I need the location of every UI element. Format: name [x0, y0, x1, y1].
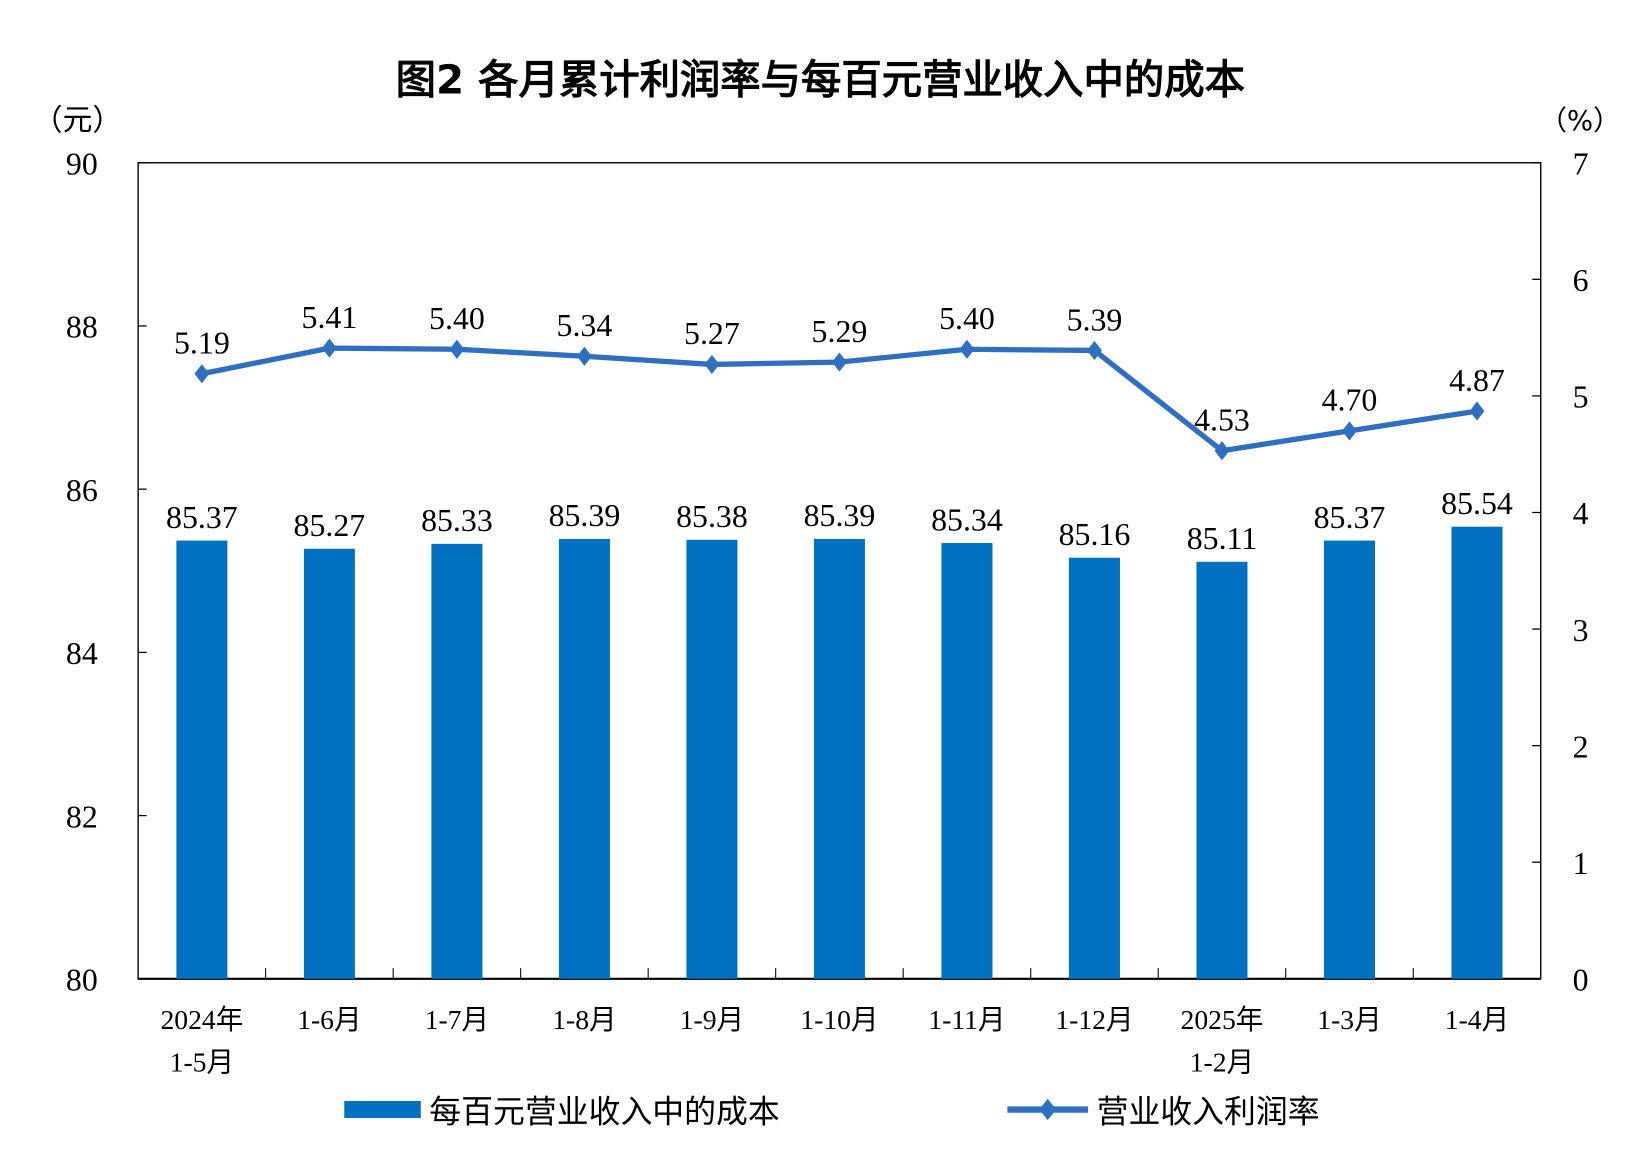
legend-bar-swatch [344, 1101, 421, 1119]
line-diamond-marker [704, 354, 720, 374]
x-axis-category-label: 1-10月 [800, 1004, 878, 1035]
line-data-label: 5.40 [939, 301, 995, 336]
line-data-label: 4.87 [1449, 363, 1505, 398]
bar-data-label: 85.34 [931, 502, 1003, 537]
x-axis-category-label: 1-11月 [928, 1004, 1005, 1035]
bar-data-label: 85.39 [804, 498, 876, 533]
bar-data-label: 85.11 [1187, 521, 1258, 556]
legend-diamond-marker [1039, 1098, 1057, 1121]
bar [1068, 557, 1120, 979]
bar-data-label: 85.37 [166, 500, 238, 535]
left-axis-tick-label: 80 [66, 962, 98, 997]
line-data-label: 5.39 [1067, 302, 1123, 337]
x-axis-category-label: 1-2月 [1190, 1046, 1254, 1077]
left-axis-tick-label: 88 [66, 310, 98, 345]
line-diamond-marker [832, 352, 847, 372]
line-data-label: 4.70 [1322, 383, 1378, 418]
legend: 每百元营业收入中的成本 营业收入利润率 [344, 1092, 1320, 1130]
line-diamond-marker [449, 339, 465, 359]
x-axis-category-label: 1-12月 [1055, 1004, 1133, 1035]
right-axis-tick-label: 7 [1573, 146, 1589, 181]
bar-data-label: 85.16 [1059, 517, 1131, 552]
line-data-label: 4.53 [1194, 403, 1250, 438]
bar-data-label: 85.54 [1441, 486, 1513, 521]
x-axis-category-label: 1-5月 [170, 1046, 234, 1077]
line-diamond-marker [1087, 340, 1102, 361]
x-axis-category-label: 1-8月 [552, 1004, 616, 1035]
x-axis-category-label: 1-9月 [680, 1004, 744, 1035]
line-data-label: 5.41 [302, 300, 358, 335]
line-diamond-marker [1214, 441, 1230, 461]
bar-data-label: 85.27 [294, 508, 366, 543]
legend-line-label: 营业收入利润率 [1097, 1092, 1320, 1130]
line-diamond-marker [194, 364, 210, 384]
bar-data-label: 85.39 [549, 498, 621, 533]
bar [1196, 561, 1248, 979]
line-data-label: 5.27 [684, 316, 740, 351]
line-data-label: 5.34 [557, 308, 613, 343]
left-axis-tick-label: 90 [66, 146, 98, 181]
x-axis-category-label: 1-7月 [425, 1004, 489, 1035]
x-axis-category-label: 1-6月 [297, 1004, 361, 1035]
left-axis-unit: （元） [33, 103, 122, 138]
line-diamond-marker [576, 346, 592, 366]
x-axis-category-label: 1-4月 [1445, 1004, 1509, 1035]
line-data-label: 5.29 [812, 314, 868, 349]
right-axis-tick-label: 6 [1573, 263, 1589, 298]
bar [1451, 526, 1503, 979]
line-diamond-marker [321, 338, 337, 358]
right-axis-tick-label: 3 [1573, 613, 1589, 648]
right-axis-tick-label: 5 [1573, 380, 1589, 415]
x-axis-category-label: 2025年 [1181, 1004, 1264, 1035]
line-data-label: 5.40 [429, 301, 485, 336]
bar [941, 543, 993, 979]
right-axis-unit: （%） [1539, 104, 1620, 137]
bar-data-label: 85.38 [676, 499, 748, 534]
line-data-label: 5.19 [174, 326, 230, 361]
left-axis-tick-label: 84 [66, 636, 98, 671]
right-axis-tick-label: 0 [1573, 962, 1589, 997]
left-axis-tick-label: 82 [66, 799, 98, 834]
line-diamond-marker [1342, 421, 1357, 441]
x-axis-category-label: 2024年 [160, 1004, 243, 1035]
left-axis-tick-label: 86 [66, 473, 98, 508]
right-axis-tick-label: 4 [1573, 496, 1589, 531]
bar [431, 543, 483, 979]
bar [1323, 540, 1375, 979]
bar [558, 538, 610, 979]
bar [303, 548, 355, 979]
right-axis-tick-label: 1 [1573, 846, 1589, 881]
legend-bar-label: 每百元营业收入中的成本 [429, 1092, 779, 1130]
x-axis-category-label: 1-3月 [1317, 1004, 1381, 1035]
chart-title: 图2 各月累计利润率与每百元营业收入中的成本 [396, 57, 1246, 104]
bar [176, 540, 228, 979]
bar-data-label: 85.37 [1314, 500, 1386, 535]
bar-data-label: 85.33 [421, 503, 493, 538]
right-axis-tick-label: 2 [1573, 729, 1589, 764]
line-diamond-marker [1469, 401, 1485, 421]
bar [813, 538, 865, 979]
bar [686, 539, 738, 979]
line-diamond-marker [959, 339, 975, 359]
